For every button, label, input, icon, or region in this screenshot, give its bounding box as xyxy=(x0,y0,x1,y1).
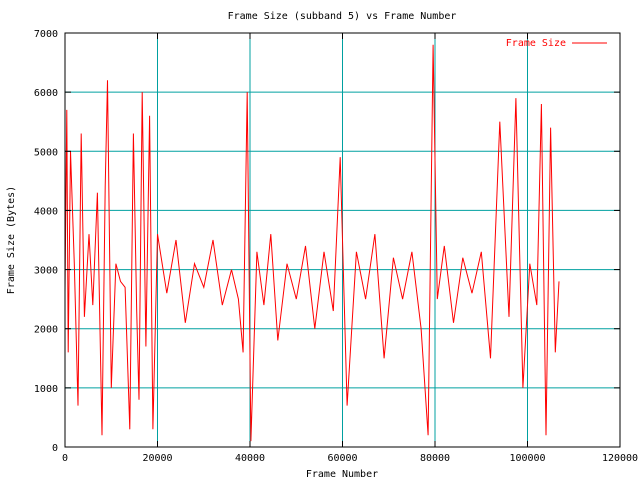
y-tick-label: 0 xyxy=(52,443,58,454)
axis-ticks: 0 1000 2000 3000 4000 5000 6000 7000 0 20000 40000… xyxy=(34,29,638,464)
x-tick-label: 120000 xyxy=(602,453,638,464)
y-tick-label: 2000 xyxy=(34,325,58,336)
x-tick-label: 0 xyxy=(62,453,68,464)
y-tick-label: 5000 xyxy=(34,147,58,158)
y-tick-label: 3000 xyxy=(34,266,58,277)
chart-title: Frame Size (subband 5) vs Frame Number xyxy=(228,11,457,22)
y-tick-label: 4000 xyxy=(34,206,58,217)
x-tick-label: 60000 xyxy=(327,453,357,464)
x-axis-label: Frame Number xyxy=(306,469,378,480)
legend: Frame Size xyxy=(506,38,607,49)
x-tick-label: 40000 xyxy=(235,453,265,464)
x-tick-label: 80000 xyxy=(420,453,450,464)
series-line-frame-size xyxy=(64,44,560,442)
x-tick-label: 100000 xyxy=(509,453,545,464)
y-tick-label: 1000 xyxy=(34,384,58,395)
legend-label: Frame Size xyxy=(506,38,566,49)
y-axis-label: Frame Size (Bytes) xyxy=(6,186,17,294)
series-layer xyxy=(64,44,560,442)
x-tick-label: 20000 xyxy=(142,453,172,464)
y-tick-label: 7000 xyxy=(34,29,58,40)
y-tick-label: 6000 xyxy=(34,88,58,99)
